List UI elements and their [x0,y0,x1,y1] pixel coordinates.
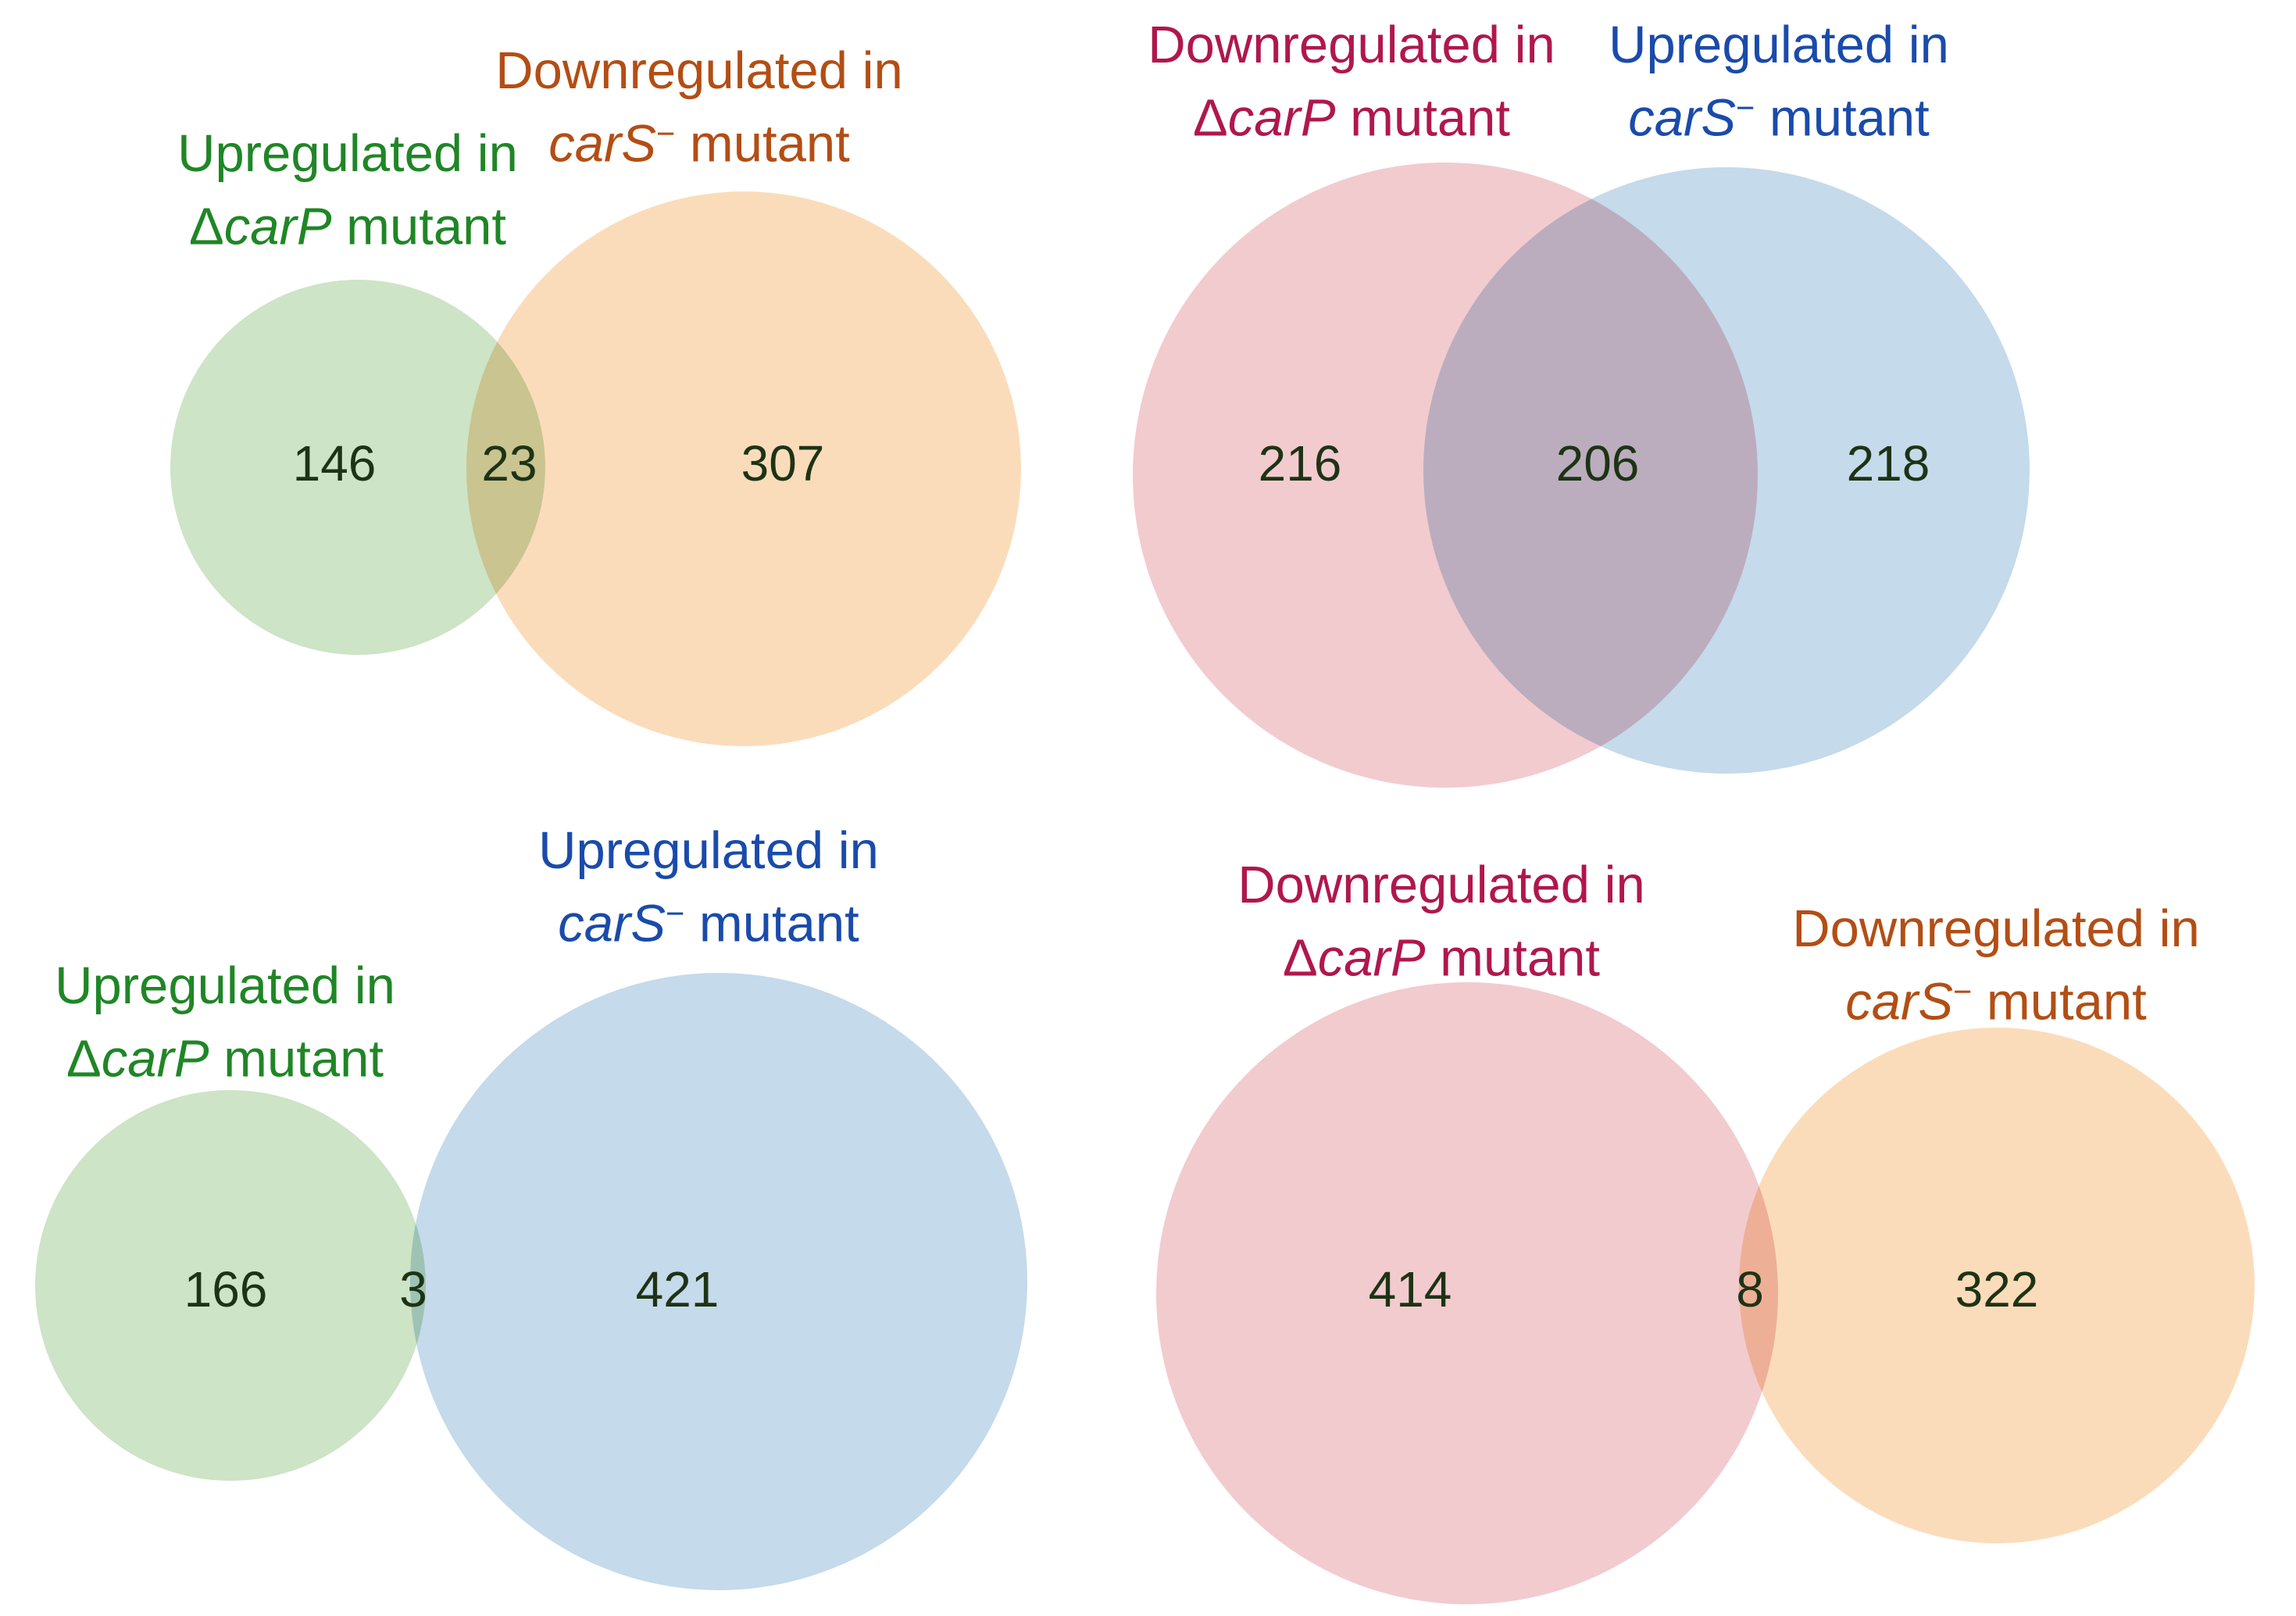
count-left-only: 146 [293,435,377,492]
count-left-only: 216 [1259,435,1342,492]
count-left-only: 166 [184,1261,268,1317]
venn-top-right: 216 206 218 [1133,163,2030,788]
circle-upregulated-cars-bottom [410,973,1027,1590]
count-right-only: 218 [1847,435,1930,492]
label-line2: carS− mutant [1845,972,2147,1031]
venn-bottom-left: 166 3 421 [35,973,1027,1590]
label-downregulated-carp-bottom-right: Downregulated in ΔcarP mutant [1237,854,1644,990]
label-line2: carS− mutant [1628,88,1930,148]
count-intersection: 206 [1556,435,1640,492]
label-upregulated-carp-bottom-left: Upregulated in ΔcarP mutant [55,955,395,1091]
label-line2: carS− mutant [558,894,859,953]
venn-bottom-right: 414 8 322 [1156,982,2255,1604]
label-line2: ΔcarP mutant [189,197,506,256]
label-line1: Downregulated in [1792,899,2200,958]
count-right-only: 307 [741,435,825,492]
circle-upregulated-cars-top [1423,167,2030,774]
label-line2: ΔcarP mutant [66,1029,384,1089]
label-line1: Upregulated in [177,124,518,183]
circle-downregulated-carp-bottom [1156,982,1778,1604]
label-downregulated-cars-bottom-right: Downregulated in carS− mutant [1792,898,2199,1034]
label-line2: ΔcarP mutant [1283,928,1600,988]
count-left-only: 414 [1369,1261,1452,1317]
label-upregulated-cars-bottom-left: Upregulated in carS− mutant [538,820,879,956]
label-line1: Upregulated in [55,956,395,1015]
circle-upregulated-carp-bottom [35,1090,426,1481]
count-right-only: 322 [1955,1261,2039,1317]
label-upregulated-carp-top-left: Upregulated in ΔcarP mutant [177,123,518,259]
count-intersection: 23 [481,435,537,492]
label-upregulated-cars-top-right: Upregulated in carS− mutant [1609,14,1949,150]
label-line1: Upregulated in [1609,16,1949,74]
count-right-only: 421 [636,1261,720,1317]
count-intersection: 3 [399,1261,427,1317]
venn-top-left: 146 23 307 [170,191,1021,746]
label-line2: ΔcarP mutant [1193,88,1510,148]
label-downregulated-carp-top-right: Downregulated in ΔcarP mutant [1148,14,1555,150]
label-line1: Upregulated in [538,821,879,880]
label-downregulated-cars-top-left: Downregulated in carS− mutant [495,40,902,176]
circle-downregulated-cars-top [466,191,1021,746]
circle-upregulated-carp-top [170,280,545,655]
label-line1: Downregulated in [1237,856,1645,914]
circle-downregulated-cars-bottom [1739,1028,2255,1543]
label-line1: Downregulated in [1148,16,1555,74]
count-intersection: 8 [1736,1261,1764,1317]
label-line1: Downregulated in [495,41,903,100]
label-line2: carS− mutant [548,114,850,173]
